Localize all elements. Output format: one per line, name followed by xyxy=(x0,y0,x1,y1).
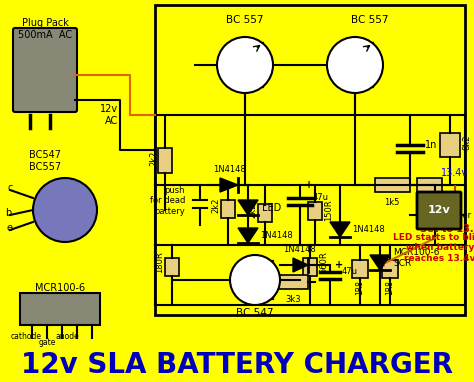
Text: BC547
BC557: BC547 BC557 xyxy=(29,151,61,172)
Text: 1R8: 1R8 xyxy=(356,280,365,295)
Text: MCR100-6: MCR100-6 xyxy=(35,283,85,293)
Text: cathode: cathode xyxy=(10,332,42,341)
Text: 1R8: 1R8 xyxy=(385,280,394,295)
Bar xyxy=(221,200,235,218)
Text: 180R: 180R xyxy=(155,251,164,273)
Bar xyxy=(440,133,460,157)
Text: 2k2: 2k2 xyxy=(211,197,220,213)
Text: LED: LED xyxy=(262,203,281,213)
Text: LED starts to blink
when battery
reaches 13.4v: LED starts to blink when battery reaches… xyxy=(393,233,474,263)
Text: BC 547: BC 547 xyxy=(236,308,274,318)
Text: 10v
Zener: 10v Zener xyxy=(447,200,472,220)
Text: +: + xyxy=(305,180,313,190)
Polygon shape xyxy=(370,255,390,270)
Circle shape xyxy=(230,255,280,305)
Text: BC 557: BC 557 xyxy=(351,15,389,25)
Text: 47u: 47u xyxy=(313,194,329,202)
Text: Set to 13.4v: Set to 13.4v xyxy=(380,224,474,266)
Text: Plug Pack
500mA  AC: Plug Pack 500mA AC xyxy=(18,18,72,40)
Text: +: + xyxy=(335,260,343,270)
Text: b: b xyxy=(5,208,11,218)
Bar xyxy=(352,260,368,278)
Text: 1N4148: 1N4148 xyxy=(213,165,246,174)
Text: 1N4148: 1N4148 xyxy=(260,230,293,240)
Text: MCR100-6
SCR: MCR100-6 SCR xyxy=(393,248,439,268)
Bar xyxy=(20,293,100,325)
Bar xyxy=(417,178,442,192)
Text: 2k2: 2k2 xyxy=(149,150,158,166)
Polygon shape xyxy=(293,258,308,272)
FancyBboxPatch shape xyxy=(417,192,461,229)
Text: 1k5: 1k5 xyxy=(384,198,400,207)
Polygon shape xyxy=(238,228,258,243)
Bar xyxy=(382,260,398,278)
Text: anode: anode xyxy=(55,332,79,341)
Bar xyxy=(308,202,322,220)
Bar xyxy=(155,5,465,315)
Bar xyxy=(165,258,179,276)
Text: 3k3: 3k3 xyxy=(285,295,301,304)
Text: 1k: 1k xyxy=(424,198,434,207)
Polygon shape xyxy=(330,222,350,237)
Text: 1n: 1n xyxy=(425,140,438,150)
Text: push
for dead
battery: push for dead battery xyxy=(150,186,185,216)
Text: 1N4148: 1N4148 xyxy=(283,245,315,254)
Text: 1N4148: 1N4148 xyxy=(352,225,385,235)
Bar xyxy=(158,148,172,173)
Bar xyxy=(375,178,410,192)
Text: 2k2: 2k2 xyxy=(248,202,257,218)
Text: 8k2: 8k2 xyxy=(462,134,471,150)
Bar xyxy=(258,204,272,222)
Circle shape xyxy=(327,37,383,93)
Text: e: e xyxy=(7,223,13,233)
Polygon shape xyxy=(220,178,238,192)
Circle shape xyxy=(217,37,273,93)
Text: 47u: 47u xyxy=(342,267,358,277)
Text: 12v: 12v xyxy=(428,205,450,215)
Text: 12v SLA BATTERY CHARGER: 12v SLA BATTERY CHARGER xyxy=(21,351,453,379)
FancyBboxPatch shape xyxy=(13,28,77,112)
Text: gate: gate xyxy=(38,338,55,347)
Circle shape xyxy=(33,178,97,242)
Bar xyxy=(278,275,308,289)
Text: 560R: 560R xyxy=(319,251,328,273)
Text: 12v
AC: 12v AC xyxy=(100,104,118,126)
Text: 13.4v: 13.4v xyxy=(441,168,469,178)
Bar xyxy=(303,258,317,276)
Text: BC 557: BC 557 xyxy=(226,15,264,25)
Polygon shape xyxy=(238,200,258,215)
Text: c: c xyxy=(7,183,13,193)
Text: 150R: 150R xyxy=(324,199,333,221)
